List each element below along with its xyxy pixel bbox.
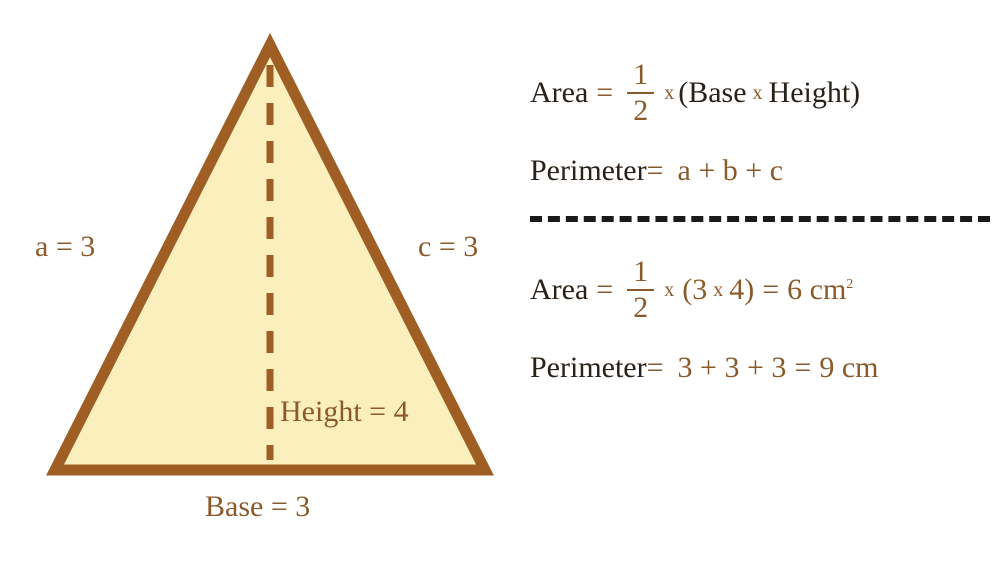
fraction-numerator: 1 <box>627 60 654 94</box>
multiply-sign: x <box>660 82 678 105</box>
equals-sign: = <box>588 273 621 307</box>
area-formula-example: Area = 1 2 x (3 x 4) = 6 cm2 <box>530 257 1000 323</box>
label-side-c: c = 3 <box>418 230 478 264</box>
diagram-container: a = 3 c = 3 Height = 4 Base = 3 Area = 1… <box>0 0 1000 584</box>
example-3: (3 <box>678 273 707 307</box>
area-result: 6 cm2 <box>787 273 853 307</box>
triangle-svg <box>30 30 510 500</box>
perimeter-formula-example: Perimeter = 3 + 3 + 3 = 9 cm <box>530 351 1000 385</box>
equals-sign: = <box>754 273 787 307</box>
section-divider <box>530 216 990 222</box>
perimeter-label: Perimeter <box>530 154 647 188</box>
fraction-numerator: 1 <box>627 257 654 291</box>
perimeter-rhs: a + b + c <box>668 154 783 188</box>
perimeter-formula-general: Perimeter = a + b + c <box>530 154 1000 188</box>
area-label: Area <box>530 273 588 307</box>
fraction-denominator: 2 <box>633 291 648 323</box>
area-label: Area <box>530 76 588 110</box>
multiply-sign: x <box>707 279 729 302</box>
triangle-figure: a = 3 c = 3 Height = 4 Base = 3 <box>0 0 520 584</box>
perimeter-label: Perimeter <box>530 351 647 385</box>
area-unit-superscript: 2 <box>846 277 853 292</box>
equals-sign: = <box>647 154 668 188</box>
perimeter-sum: 3 + 3 + 3 <box>668 351 787 385</box>
example-4: 4) <box>729 273 754 307</box>
equals-sign: = <box>588 76 621 110</box>
one-half-fraction: 1 2 <box>627 60 654 126</box>
label-side-a: a = 3 <box>35 230 95 264</box>
fraction-denominator: 2 <box>633 94 648 126</box>
area-rhs-height: Height) <box>769 76 861 110</box>
equals-sign: = <box>786 351 819 385</box>
one-half-fraction: 1 2 <box>627 257 654 323</box>
multiply-sign: x <box>747 82 769 105</box>
label-height: Height = 4 <box>280 395 409 429</box>
multiply-sign: x <box>660 279 678 302</box>
area-formula-general: Area = 1 2 x (Base x Height) <box>530 60 1000 126</box>
label-base: Base = 3 <box>205 490 310 524</box>
formulas-panel: Area = 1 2 x (Base x Height) Perimeter =… <box>530 60 1000 413</box>
area-result-value: 6 cm <box>787 273 846 306</box>
area-rhs-base: (Base <box>678 76 746 110</box>
equals-sign: = <box>647 351 668 385</box>
perimeter-result: 9 cm <box>819 351 878 385</box>
